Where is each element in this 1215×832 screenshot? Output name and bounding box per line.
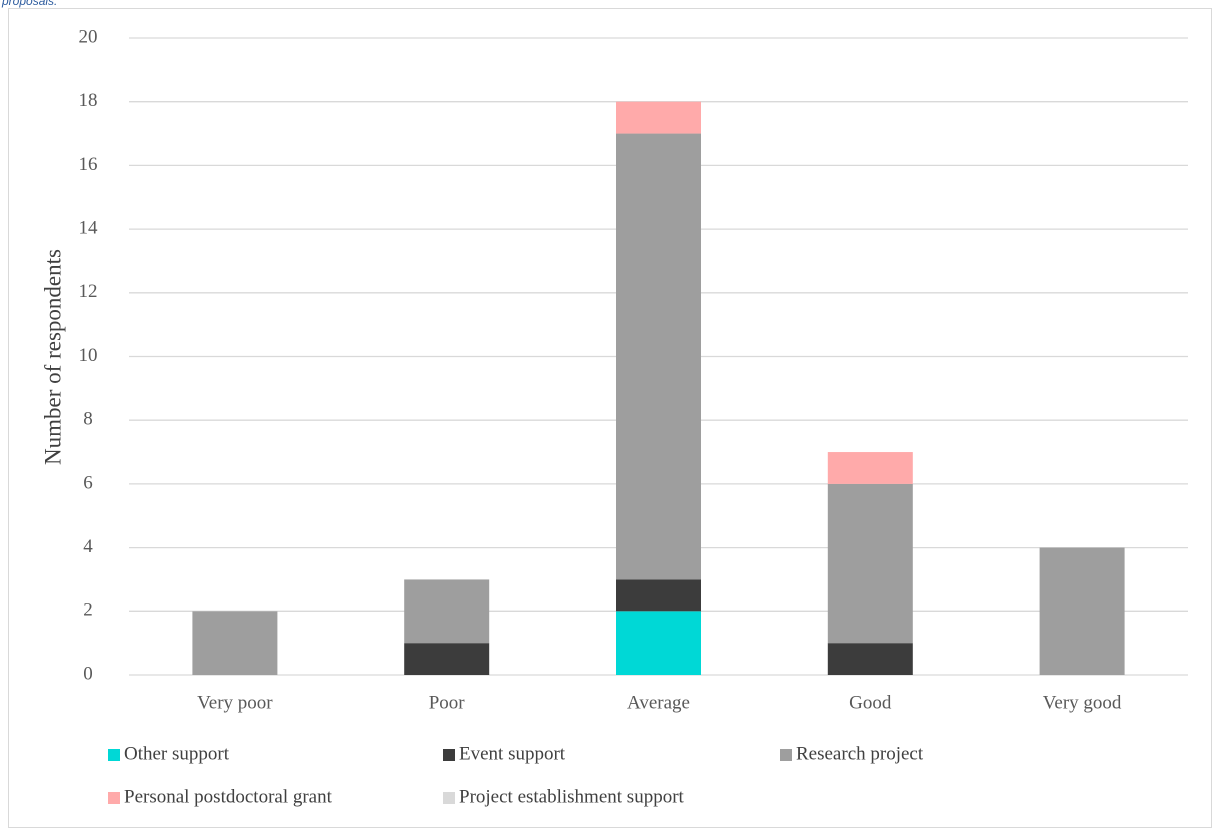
- bar-segment: [827, 452, 913, 484]
- bar-segment: [404, 579, 490, 644]
- legend-label: Other support: [124, 743, 230, 764]
- legend-label: Research project: [796, 743, 924, 764]
- y-tick-label: 4: [83, 536, 93, 557]
- bar-segment: [1039, 547, 1125, 675]
- x-tick-label: Very good: [1043, 692, 1122, 713]
- bar-segment: [404, 643, 490, 675]
- legend-swatch: [443, 792, 455, 804]
- bar-segment: [616, 101, 701, 134]
- y-axis-title: Number of respondents: [40, 249, 65, 465]
- bar-segment: [827, 643, 913, 675]
- legend-label: Project establishment support: [459, 786, 685, 807]
- x-tick-label: Very poor: [197, 692, 273, 713]
- legend: Other support Event support Research proje…: [108, 743, 924, 807]
- legend-swatch: [780, 749, 792, 761]
- bar-segment: [616, 611, 701, 675]
- y-tick-label: 10: [79, 345, 98, 366]
- y-tick-label: 8: [83, 409, 93, 430]
- x-tick-label: Average: [627, 692, 690, 713]
- legend-swatch: [443, 749, 455, 761]
- legend-swatch: [108, 792, 120, 804]
- legend-label: Event support: [459, 743, 566, 764]
- bar-segment: [827, 483, 913, 644]
- note: proposals.: [1, 0, 57, 8]
- y-tick-label: 2: [83, 600, 93, 621]
- y-tick-label: 12: [79, 281, 98, 302]
- y-tick-label: 14: [79, 217, 99, 238]
- y-tick-label: 6: [83, 472, 93, 493]
- y-tick-label: 0: [83, 663, 93, 684]
- bar-segment: [616, 579, 701, 612]
- x-tick-label: Poor: [429, 692, 466, 713]
- y-tick-label: 18: [79, 90, 98, 111]
- y-tick-label: 20: [79, 26, 98, 47]
- chart-frame: [8, 8, 1212, 828]
- bar-segment: [616, 133, 701, 580]
- x-tick-label: Good: [849, 692, 892, 713]
- y-tick-label: 16: [79, 154, 98, 175]
- legend-label: Personal postdoctoral grant: [124, 786, 333, 807]
- legend-swatch: [108, 749, 120, 761]
- bar-segment: [192, 611, 278, 675]
